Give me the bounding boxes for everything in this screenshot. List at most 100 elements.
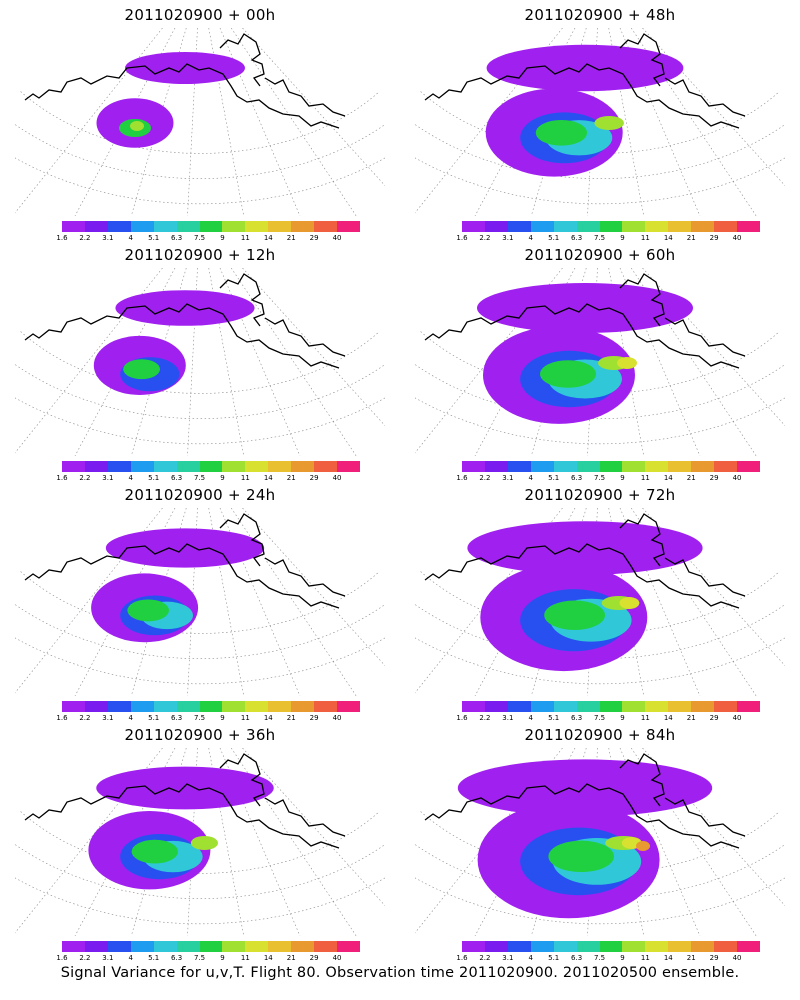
colorbar-tick-label: 14: [263, 234, 273, 242]
colorbar-swatch: [576, 701, 600, 712]
colorbar-swatch: [314, 701, 338, 712]
colorbar-tick-label: 29: [709, 954, 719, 962]
colorbar-swatch: [176, 701, 200, 712]
colorbar-tick-label: 9: [220, 474, 225, 482]
coastline: [424, 303, 740, 369]
colorbar-swatch: [337, 941, 360, 952]
panel-title: 2011020900 + 60h: [524, 246, 676, 264]
colorbar-tick-label: 2.2: [79, 714, 91, 722]
colorbar-tick-label: 11: [240, 714, 250, 722]
colorbar-tick-label: 4: [128, 474, 133, 482]
colorbar-labels: 1.6 2.2 3.1 4 5.1 6.3 7.5 9 11 14 21 29 40: [56, 474, 360, 484]
colorbar-swatch: [599, 701, 623, 712]
variance-region: [617, 357, 637, 369]
variance-region: [477, 283, 693, 333]
colorbar-swatch: [530, 941, 554, 952]
colorbar-swatch: [668, 701, 692, 712]
colorbar-swatch: [314, 461, 338, 472]
colorbar-swatch: [176, 221, 200, 232]
colorbar-tick-label: 14: [263, 954, 273, 962]
colorbar-tick-label: 5.1: [548, 474, 560, 482]
colorbar-labels: 1.6 2.2 3.1 4 5.1 6.3 7.5 9 11 14 21 29 40: [456, 234, 760, 244]
colorbar-tick-label: 2.2: [479, 474, 491, 482]
colorbar-tick-label: 3.1: [502, 714, 514, 722]
colorbar-swatch: [268, 461, 292, 472]
colorbar-swatch: [737, 221, 760, 232]
colorbar: [62, 461, 360, 472]
colorbar-tick-label: 6.3: [571, 234, 583, 242]
colorbar-swatch: [507, 701, 531, 712]
colorbar-swatch: [176, 461, 200, 472]
colorbar-swatch: [553, 461, 577, 472]
forecast-panel: 2011020900 + 12h 1.6 2.2 3.1 4 5.1 6.3 7.5 9 11 14…: [0, 240, 400, 485]
variance-region: [540, 360, 596, 388]
variance-field: [96, 52, 245, 148]
colorbar-swatch: [62, 461, 85, 472]
colorbar-swatch: [268, 701, 292, 712]
colorbar-tick-label: 1.6: [56, 474, 68, 482]
colorbar-swatch: [645, 701, 669, 712]
colorbar-tick-label: 40: [732, 954, 742, 962]
colorbar-swatch: [107, 701, 131, 712]
colorbar-swatch: [691, 941, 715, 952]
colorbar-swatch: [291, 941, 315, 952]
colorbar-tick-label: 2.2: [79, 474, 91, 482]
colorbar-tick-label: 21: [286, 954, 296, 962]
variance-map: [15, 28, 385, 216]
colorbar-tick-label: 5.1: [148, 234, 160, 242]
variance-region: [544, 600, 605, 630]
figure-caption: Signal Variance for u,v,T. Flight 80. Ob…: [60, 965, 740, 981]
colorbar-tick-label: 1.6: [456, 474, 468, 482]
colorbar-tick-label: 4: [528, 954, 533, 962]
colorbar-tick-label: 6.3: [571, 714, 583, 722]
colorbar-tick-label: 40: [332, 474, 342, 482]
colorbar-swatch: [622, 941, 646, 952]
colorbar-swatch: [484, 461, 508, 472]
colorbar-swatch: [737, 941, 760, 952]
colorbar-swatch: [714, 461, 738, 472]
colorbar-swatch: [507, 941, 531, 952]
forecast-panel: 2011020900 + 24h 1.6 2.2 3.1 4 5.1 6.3 7.5 9 11 14…: [0, 480, 400, 725]
colorbar-tick-label: 2.2: [479, 714, 491, 722]
colorbar-tick-label: 7.5: [193, 474, 206, 482]
colorbar-tick-label: 5.1: [148, 714, 160, 722]
colorbar-tick-label: 3.1: [502, 234, 514, 242]
colorbar-tick-label: 4: [528, 474, 533, 482]
colorbar-tick-label: 14: [663, 474, 673, 482]
forecast-panel: 2011020900 + 72h 1.6 2.2 3.1 4 5.1 6.3 7.5 9 11 14…: [400, 480, 800, 725]
colorbar-swatch: [245, 221, 269, 232]
variance-map: [15, 508, 385, 696]
panel-title: 2011020900 + 48h: [524, 6, 676, 24]
colorbar-tick-label: 6.3: [171, 474, 183, 482]
colorbar-tick-label: 11: [640, 474, 650, 482]
forecast-panel: 2011020900 + 84h 1.6 2.2 3.1 4 5.1 6.3 7.5 9 11 14…: [400, 720, 800, 965]
colorbar-tick-label: 21: [686, 474, 696, 482]
colorbar-tick-label: 11: [240, 234, 250, 242]
colorbar-tick-label: 7.5: [593, 474, 606, 482]
variance-map: [415, 508, 785, 696]
colorbar-tick-label: 29: [709, 234, 719, 242]
colorbar: [62, 221, 360, 232]
colorbar-tick-label: 1.6: [456, 234, 468, 242]
colorbar: [462, 461, 760, 472]
colorbar-swatch: [691, 701, 715, 712]
variance-region: [115, 290, 255, 326]
coastline: [24, 303, 340, 369]
colorbar-swatch: [645, 461, 669, 472]
colorbar-tick-label: 3.1: [102, 714, 114, 722]
colorbar-swatch: [668, 221, 692, 232]
colorbar-tick-label: 5.1: [548, 714, 560, 722]
colorbar-tick-label: 5.1: [548, 954, 560, 962]
coastline: [219, 513, 346, 597]
variance-map: [15, 748, 385, 936]
colorbar-swatch: [153, 941, 177, 952]
colorbar-swatch: [153, 701, 177, 712]
colorbar-tick-label: 6.3: [171, 714, 183, 722]
colorbar-tick-label: 7.5: [593, 234, 606, 242]
variance-region: [457, 759, 713, 817]
colorbar-swatch: [462, 221, 485, 232]
colorbar-tick-label: 11: [240, 954, 250, 962]
variance-region: [486, 44, 684, 92]
colorbar-swatch: [84, 941, 108, 952]
colorbar-swatch: [222, 701, 246, 712]
